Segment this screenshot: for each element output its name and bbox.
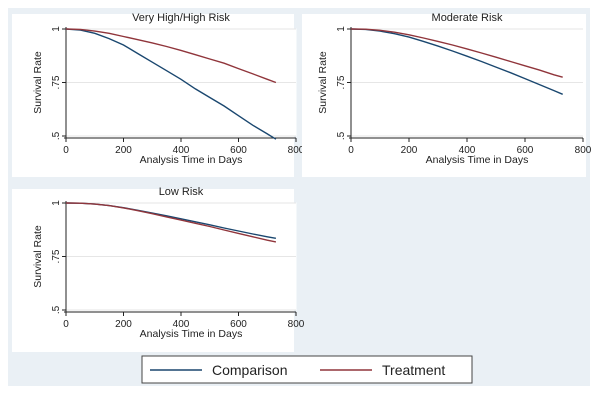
chart-title: Moderate Risk — [432, 12, 503, 24]
y-tick-label: .75 — [336, 75, 347, 89]
x-tick-label: 200 — [115, 145, 132, 156]
chart-title: Low Risk — [159, 186, 204, 198]
x-tick-label: 400 — [459, 145, 476, 156]
x-axis-label: Analysis Time in Days — [140, 154, 243, 166]
x-tick-label: 200 — [401, 145, 418, 156]
y-axis-label: Survival Rate — [32, 51, 44, 114]
chart-panel-3: Low Risk .5 .75 1 0 200 400 600 800 Analysis Time… — [12, 186, 305, 352]
x-tick-label: 600 — [230, 145, 247, 156]
x-tick-label: 800 — [575, 145, 592, 156]
chart-title: Very High/High Risk — [132, 12, 230, 24]
x-axis-label: Analysis Time in Days — [426, 154, 529, 166]
series-line-comparison — [350, 28, 563, 95]
x-tick-label: 600 — [517, 145, 534, 156]
y-tick-label: 1 — [51, 26, 62, 32]
y-tick-label: .5 — [51, 131, 62, 140]
y-axis-label: Survival Rate — [317, 51, 329, 114]
chart-panel-2: Moderate Risk .5 .75 1 0 200 400 600 800 Analysis… — [302, 12, 592, 177]
y-axis-label: Survival Rate — [32, 225, 44, 288]
x-tick-label: 800 — [288, 145, 305, 156]
y-tick-label: 1 — [51, 200, 62, 206]
x-tick-label: 800 — [288, 319, 305, 330]
series-line-treatment — [65, 202, 277, 243]
y-tick-label: 1 — [336, 26, 347, 32]
series-line-treatment — [65, 28, 277, 84]
legend-label: Comparison — [212, 362, 287, 378]
x-tick-label: 600 — [230, 319, 247, 330]
series-line-comparison — [65, 28, 277, 140]
x-tick-label: 0 — [63, 145, 69, 156]
x-tick-label: 200 — [115, 319, 132, 330]
y-tick-label: .5 — [336, 131, 347, 140]
x-tick-label: 0 — [63, 319, 69, 330]
y-tick-label: .5 — [51, 305, 62, 314]
x-tick-label: 400 — [173, 319, 190, 330]
chart-panel-1: Very High/High Risk .5 .75 1 0 200 400 600 800 An… — [12, 12, 305, 177]
legend: Comparison Treatment — [141, 355, 473, 384]
x-axis-label: Analysis Time in Days — [140, 328, 243, 340]
y-tick-label: .75 — [51, 75, 62, 89]
series-line-treatment — [350, 28, 563, 78]
y-tick-label: .75 — [51, 249, 62, 263]
x-tick-label: 0 — [348, 145, 354, 156]
x-tick-label: 400 — [173, 145, 190, 156]
legend-label: Treatment — [382, 362, 445, 378]
